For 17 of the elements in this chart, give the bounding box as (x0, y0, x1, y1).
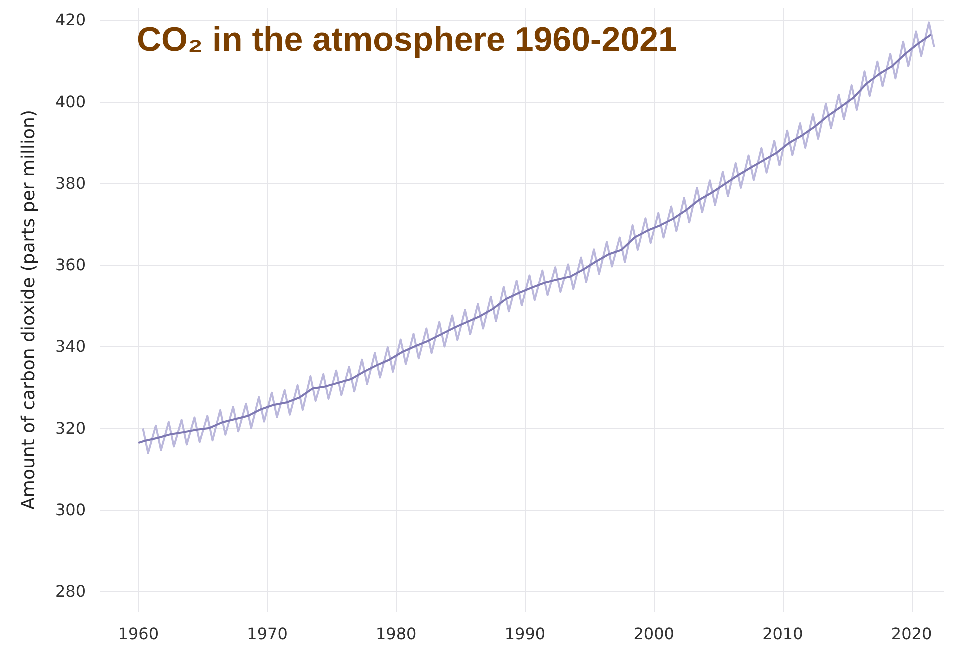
y-tick-label: 340 (55, 337, 86, 356)
y-axis-title: Amount of carbon dioxide (parts per million) (18, 110, 40, 510)
x-tick-label: 1970 (247, 624, 288, 644)
chart-title: CO₂ in the atmosphere 1960-2021 (137, 21, 678, 59)
x-tick-label: 2000 (634, 624, 674, 644)
y-tick-label: 320 (55, 418, 86, 438)
y-tick-label: 300 (55, 500, 86, 520)
x-tick-label: 2010 (762, 624, 804, 644)
x-tick-label: 2020 (891, 624, 932, 644)
x-tick-label: 1960 (118, 624, 160, 644)
y-tick-label: 420 (55, 10, 86, 30)
y-tick-label: 280 (55, 582, 86, 602)
y-tick-label: 400 (55, 92, 86, 112)
y-tick-label: 380 (55, 174, 86, 193)
y-tick-label: 360 (55, 256, 86, 275)
x-tick-label: 1980 (376, 624, 417, 644)
x-tick-label: 1990 (504, 624, 546, 644)
